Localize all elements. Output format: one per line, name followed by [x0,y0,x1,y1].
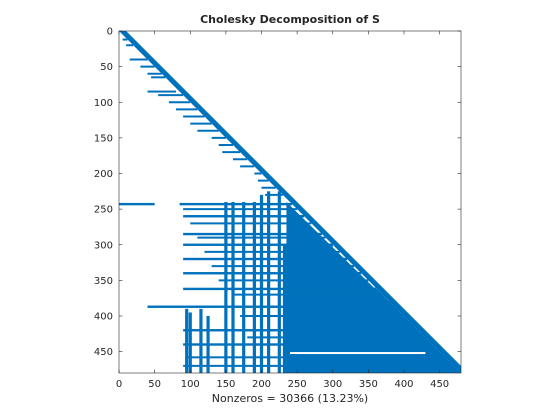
nonzero-segment [218,144,233,146]
nonzero-segment [140,65,155,68]
chart-title: Cholesky Decomposition of S [200,13,380,26]
x-tick-label: 50 [148,379,161,390]
nonzero-segment [218,279,369,282]
y-tick-label: 400 [94,312,113,323]
nonzero-segment [147,72,162,75]
row-band [183,343,426,346]
nonzero-segment [183,115,205,118]
y-tick-label: 350 [94,276,113,287]
x-tick-label: 300 [323,379,342,390]
nonzero-segment [168,101,191,104]
row-band [183,232,323,236]
column-band [185,308,189,373]
row-band [183,243,333,246]
nonzero-segment [147,90,176,93]
nonzero-segment [197,236,326,239]
x-tick-label: 350 [359,379,378,390]
column-band [199,308,203,373]
nonzero-segment [183,208,298,211]
dense-block [282,244,333,373]
y-tick-label: 250 [94,205,113,216]
nonzero-segment [151,76,166,79]
nonzero-segment [186,356,446,359]
nonzero-segment [211,265,355,268]
nonzero-segment [265,193,283,196]
nonzero-segment [222,151,241,154]
nonzero-segment [158,94,184,97]
nonzero-segment [126,44,134,47]
x-tick-label: 400 [394,379,413,390]
nonzero-segment [204,250,340,253]
nonzero-segment [176,108,198,111]
nonzero-segment [254,172,262,175]
column-band [231,202,235,373]
x-tick-label: 100 [181,379,200,390]
column-band [259,194,264,373]
dense-region-gap [290,352,426,355]
x-tick-label: 450 [430,379,449,390]
y-tick-label: 0 [107,27,113,38]
axes-frame [118,30,462,374]
nonzero-segment [257,179,269,182]
x-tick-label: 150 [216,379,235,390]
x-tick-label: 250 [288,379,307,390]
nonzero-segment [197,129,219,132]
y-axis-ticks: 0 50 100 150 200 250 300 350 400 450 [94,27,461,358]
column-band [224,202,228,373]
row-band [183,272,362,275]
row-band [183,329,419,332]
column-band [252,202,256,373]
x-axis-label: Nonzeros = 30366 (13.23%) [212,392,368,405]
y-tick-label: 50 [100,62,113,73]
nonzero-segment [240,315,404,317]
column-band [206,316,210,373]
nonzero-segment [261,186,276,189]
y-tick-label: 300 [94,240,113,251]
nonzero-segment [211,136,226,139]
nonzero-segment [247,336,426,339]
y-tick-label: 200 [94,169,113,180]
x-tick-label: 0 [116,379,122,390]
y-tick-label: 100 [94,98,113,109]
nonzero-marks [119,31,461,373]
nonzero-segment [190,122,212,125]
y-tick-label: 450 [94,347,113,358]
column-band [277,191,281,373]
row-band [119,202,155,206]
column-band [267,191,271,373]
nonzero-segment [122,38,128,41]
nonzero-segment [233,158,248,161]
column-band [242,202,246,373]
nonzero-segment [233,293,383,296]
nonzero-segment [240,165,255,168]
nonzero-segment [183,364,454,367]
nonzero-segment [129,58,148,61]
x-tick-label: 200 [252,379,271,390]
column-band [188,312,192,373]
nonzero-segment [190,222,312,225]
row-band [183,257,347,261]
x-axis-ticks: 0 50 100 150 200 250 300 350 400 450 [116,31,449,390]
row-band [179,202,293,206]
y-tick-label: 150 [94,133,113,144]
